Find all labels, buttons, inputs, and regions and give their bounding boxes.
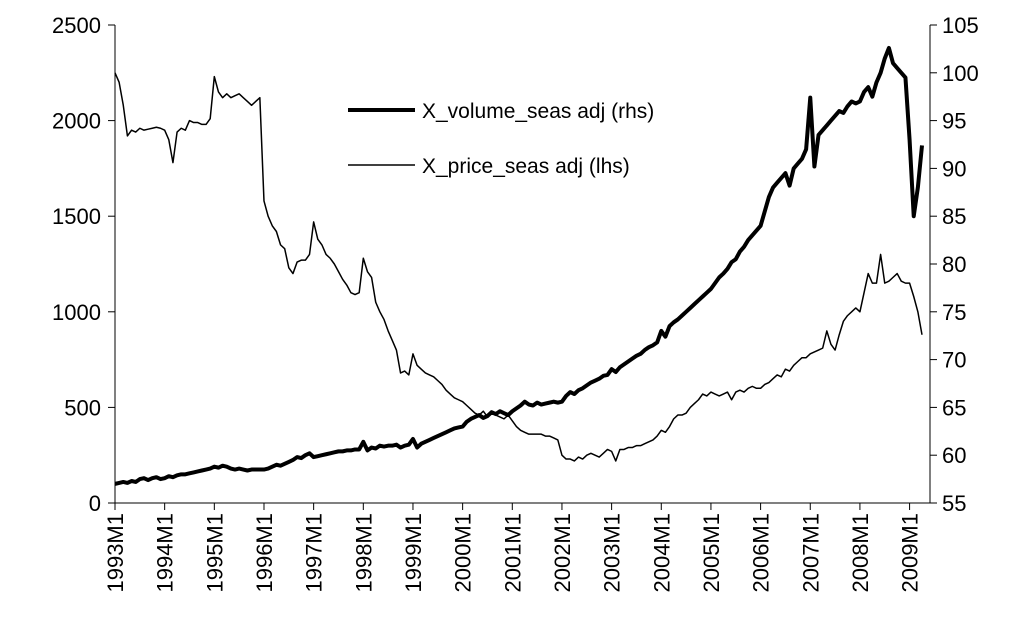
x-tick-label: 2001M1 (500, 513, 525, 593)
y2-tick-label: 55 (942, 491, 966, 516)
y-tick-label: 1000 (52, 300, 101, 325)
y2-tick-label: 70 (942, 348, 966, 373)
x-tick-label: 1999M1 (401, 513, 426, 593)
x-tick-label: 2005M1 (699, 513, 724, 593)
y-tick-label: 2500 (52, 13, 101, 38)
y2-tick-label: 85 (942, 204, 966, 229)
x-tick-label: 2008M1 (848, 513, 873, 593)
x-tick-label: 2009M1 (898, 513, 923, 593)
series-line (114, 45, 924, 486)
x-tick-label: 2002M1 (550, 513, 575, 593)
y2-tick-label: 105 (942, 13, 979, 38)
x-tick-label: 1994M1 (153, 513, 178, 593)
x-tick-label: 1997M1 (302, 513, 327, 593)
legend-label: X_price_seas adj (lhs) (422, 155, 630, 178)
x-tick-label: 1995M1 (202, 513, 227, 593)
x-tick-label: 1996M1 (252, 513, 277, 593)
legend-label: X_volume_seas adj (rhs) (422, 100, 654, 123)
y2-tick-label: 100 (942, 61, 979, 86)
x-tick-label: 2000M1 (451, 513, 476, 593)
y2-tick-label: 75 (942, 300, 966, 325)
x-tick-label: 2006M1 (749, 513, 774, 593)
x-tick-label: 2003M1 (600, 513, 625, 593)
y-tick-label: 1500 (52, 204, 101, 229)
x-tick-label: 2007M1 (798, 513, 823, 593)
y2-tick-label: 65 (942, 395, 966, 420)
y2-tick-label: 90 (942, 156, 966, 181)
y2-tick-label: 80 (942, 252, 966, 277)
y2-tick-label: 95 (942, 109, 966, 134)
y-tick-label: 0 (89, 491, 101, 516)
y2-tick-label: 60 (942, 443, 966, 468)
x-tick-label: 1993M1 (103, 513, 128, 593)
x-tick-label: 1998M1 (351, 513, 376, 593)
y-tick-label: 2000 (52, 109, 101, 134)
series-line (114, 72, 923, 462)
y-tick-label: 500 (64, 395, 101, 420)
x-tick-label: 2004M1 (649, 513, 674, 593)
